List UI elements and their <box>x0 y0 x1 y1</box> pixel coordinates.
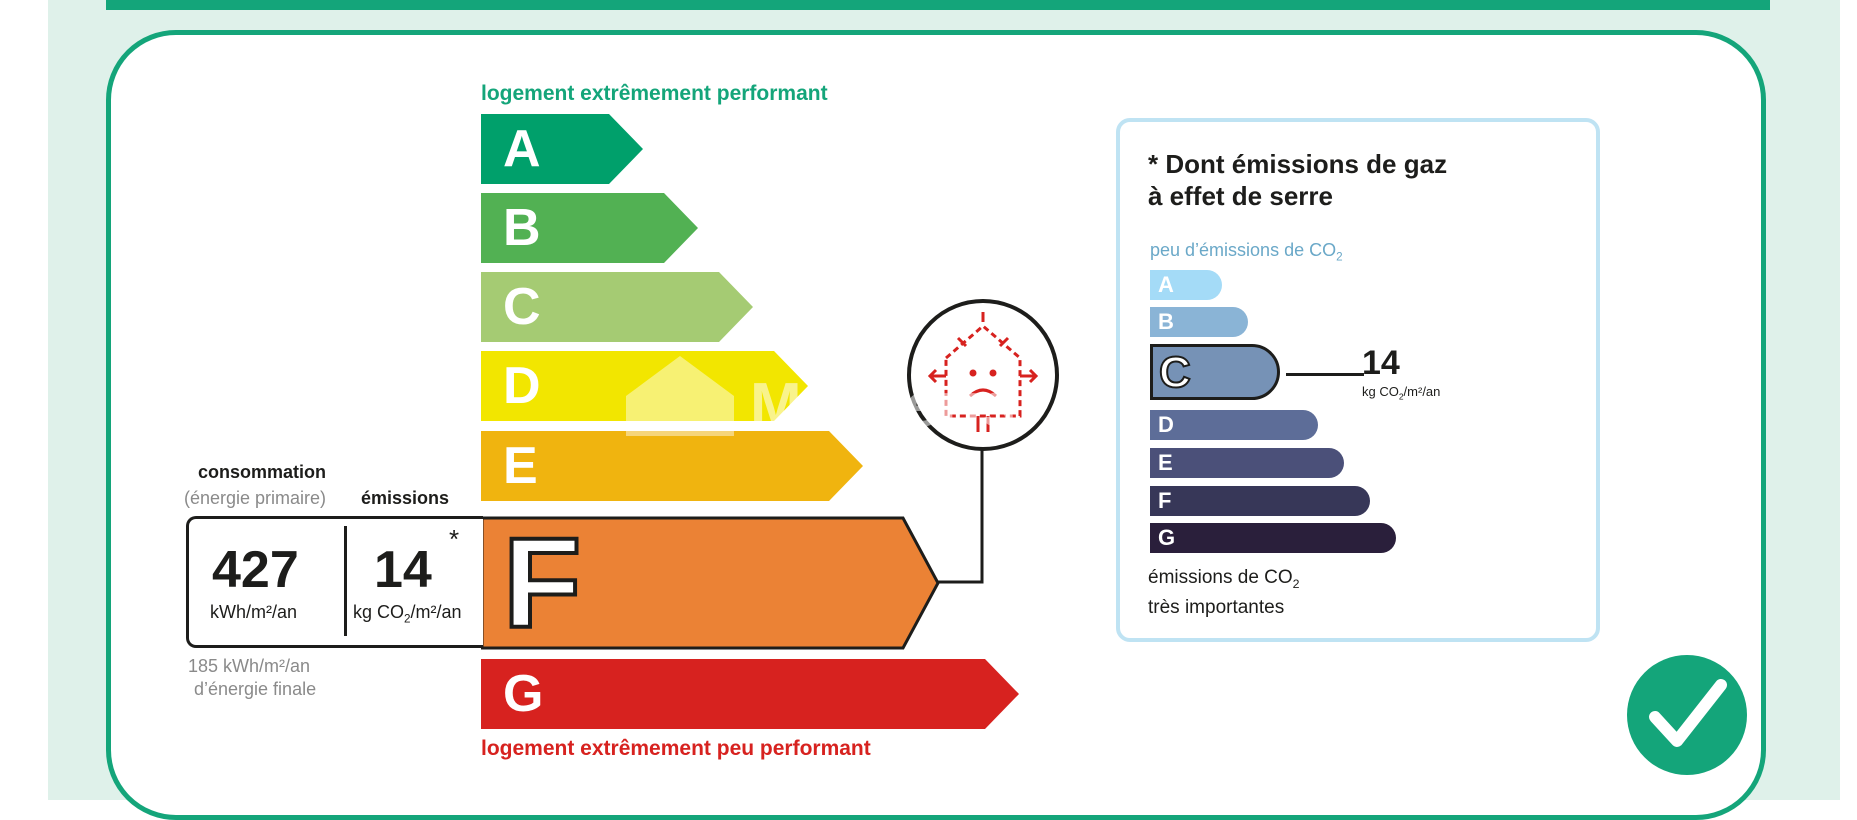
dpe-bar-d: D <box>481 351 808 421</box>
dpe-bar-b: B <box>481 193 698 263</box>
final-energy-label: d’énergie finale <box>194 679 317 699</box>
consumption-sublabel: (énergie primaire) <box>184 488 327 508</box>
dpe-top-caption: logement extrêmement performant <box>481 82 828 105</box>
dpe-bar-c: C <box>481 272 753 342</box>
ges-bar-f: F <box>1150 486 1370 516</box>
watermark-logo-icon <box>626 356 734 436</box>
watermark-text: M eris <box>750 371 1016 440</box>
ges-letter-f: F <box>1158 488 1172 513</box>
dpe-letter-g: G <box>503 665 544 723</box>
ges-letter-e: E <box>1158 450 1173 475</box>
ges-bottom-caption: émissions de CO2 très importantes <box>1148 566 1300 620</box>
sad-house-icon <box>907 299 1059 451</box>
ges-bottom-caption-line2: très importantes <box>1148 596 1285 618</box>
dpe-letter-f: F <box>501 512 583 655</box>
box-divider <box>344 526 347 636</box>
emissions-value: 14 <box>374 541 432 599</box>
ges-unit: kg CO2/m²/an <box>1362 384 1441 402</box>
top-bar <box>106 0 1770 10</box>
dpe-letter-e: E <box>503 437 538 495</box>
ges-panel <box>1116 118 1600 642</box>
consumption-value: 427 <box>212 541 299 599</box>
ges-letter-c: C <box>1158 348 1192 398</box>
ges-letter-b: B <box>1158 309 1174 334</box>
dpe-bar-e: E <box>481 431 863 501</box>
ges-bar-d: D <box>1150 410 1318 440</box>
ges-title-line2: à effet de serre <box>1148 181 1333 211</box>
final-energy-value: 185 kWh/m²/an <box>188 656 311 676</box>
ges-letter-g: G <box>1158 525 1176 550</box>
ges-bar-e: E <box>1150 448 1344 478</box>
checkmark-icon <box>1627 655 1747 775</box>
dpe-bar-g: G <box>481 659 1019 729</box>
ges-bar-g: G <box>1150 523 1396 553</box>
ges-letter-d: D <box>1158 412 1174 437</box>
ges-top-caption: peu d’émissions de CO2 <box>1150 240 1343 264</box>
ges-bottom-caption-line1: émissions de CO2 <box>1148 567 1300 591</box>
emissions-label: émissions <box>361 488 450 508</box>
ges-bar-a: A <box>1150 270 1222 300</box>
ges-title-line1: * Dont émissions de gaz <box>1148 149 1448 179</box>
dpe-letter-d: D <box>503 357 541 415</box>
dpe-letter-b: B <box>503 199 541 257</box>
dpe-letter-c: C <box>503 278 541 336</box>
ges-bar-c-current: C <box>1150 344 1280 400</box>
ges-value: 14 <box>1362 344 1400 382</box>
consumption-emissions-box <box>186 516 483 648</box>
ges-letter-a: A <box>1158 272 1174 297</box>
ges-bar-b: B <box>1150 307 1248 337</box>
dpe-letter-a: A <box>503 120 541 178</box>
consumption-label: consommation <box>198 462 327 482</box>
emissions-unit: kg CO2/m²/an <box>353 602 462 626</box>
dpe-indicator-connector <box>938 432 984 584</box>
emissions-asterisk: * <box>449 524 460 554</box>
ges-title: * Dont émissions de gaz à effet de serre <box>1148 148 1447 212</box>
dpe-bar-a: A <box>481 114 643 184</box>
ges-connector <box>1286 373 1364 376</box>
consumption-unit: kWh/m²/an <box>210 602 298 622</box>
dpe-bottom-caption: logement extrêmement peu performant <box>481 737 871 760</box>
